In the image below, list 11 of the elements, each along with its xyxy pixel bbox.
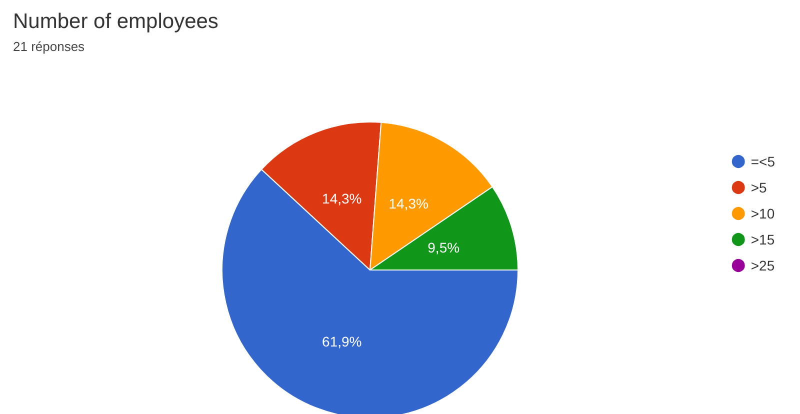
- legend-label: >10: [750, 206, 775, 222]
- legend-label: >25: [750, 258, 775, 274]
- data-label: 61,9%: [322, 334, 362, 350]
- text: 21 réponses: [13, 39, 86, 54]
- legend-label: =<5: [750, 154, 776, 170]
- data-label: 14,3%: [388, 195, 428, 212]
- data-label: 14,3%: [322, 190, 362, 206]
- legend-label: >15: [750, 232, 775, 248]
- legend-label: >5: [750, 180, 768, 196]
- chart-title: Number of employees: [13, 10, 218, 33]
- data-label: 9,5%: [428, 239, 460, 256]
